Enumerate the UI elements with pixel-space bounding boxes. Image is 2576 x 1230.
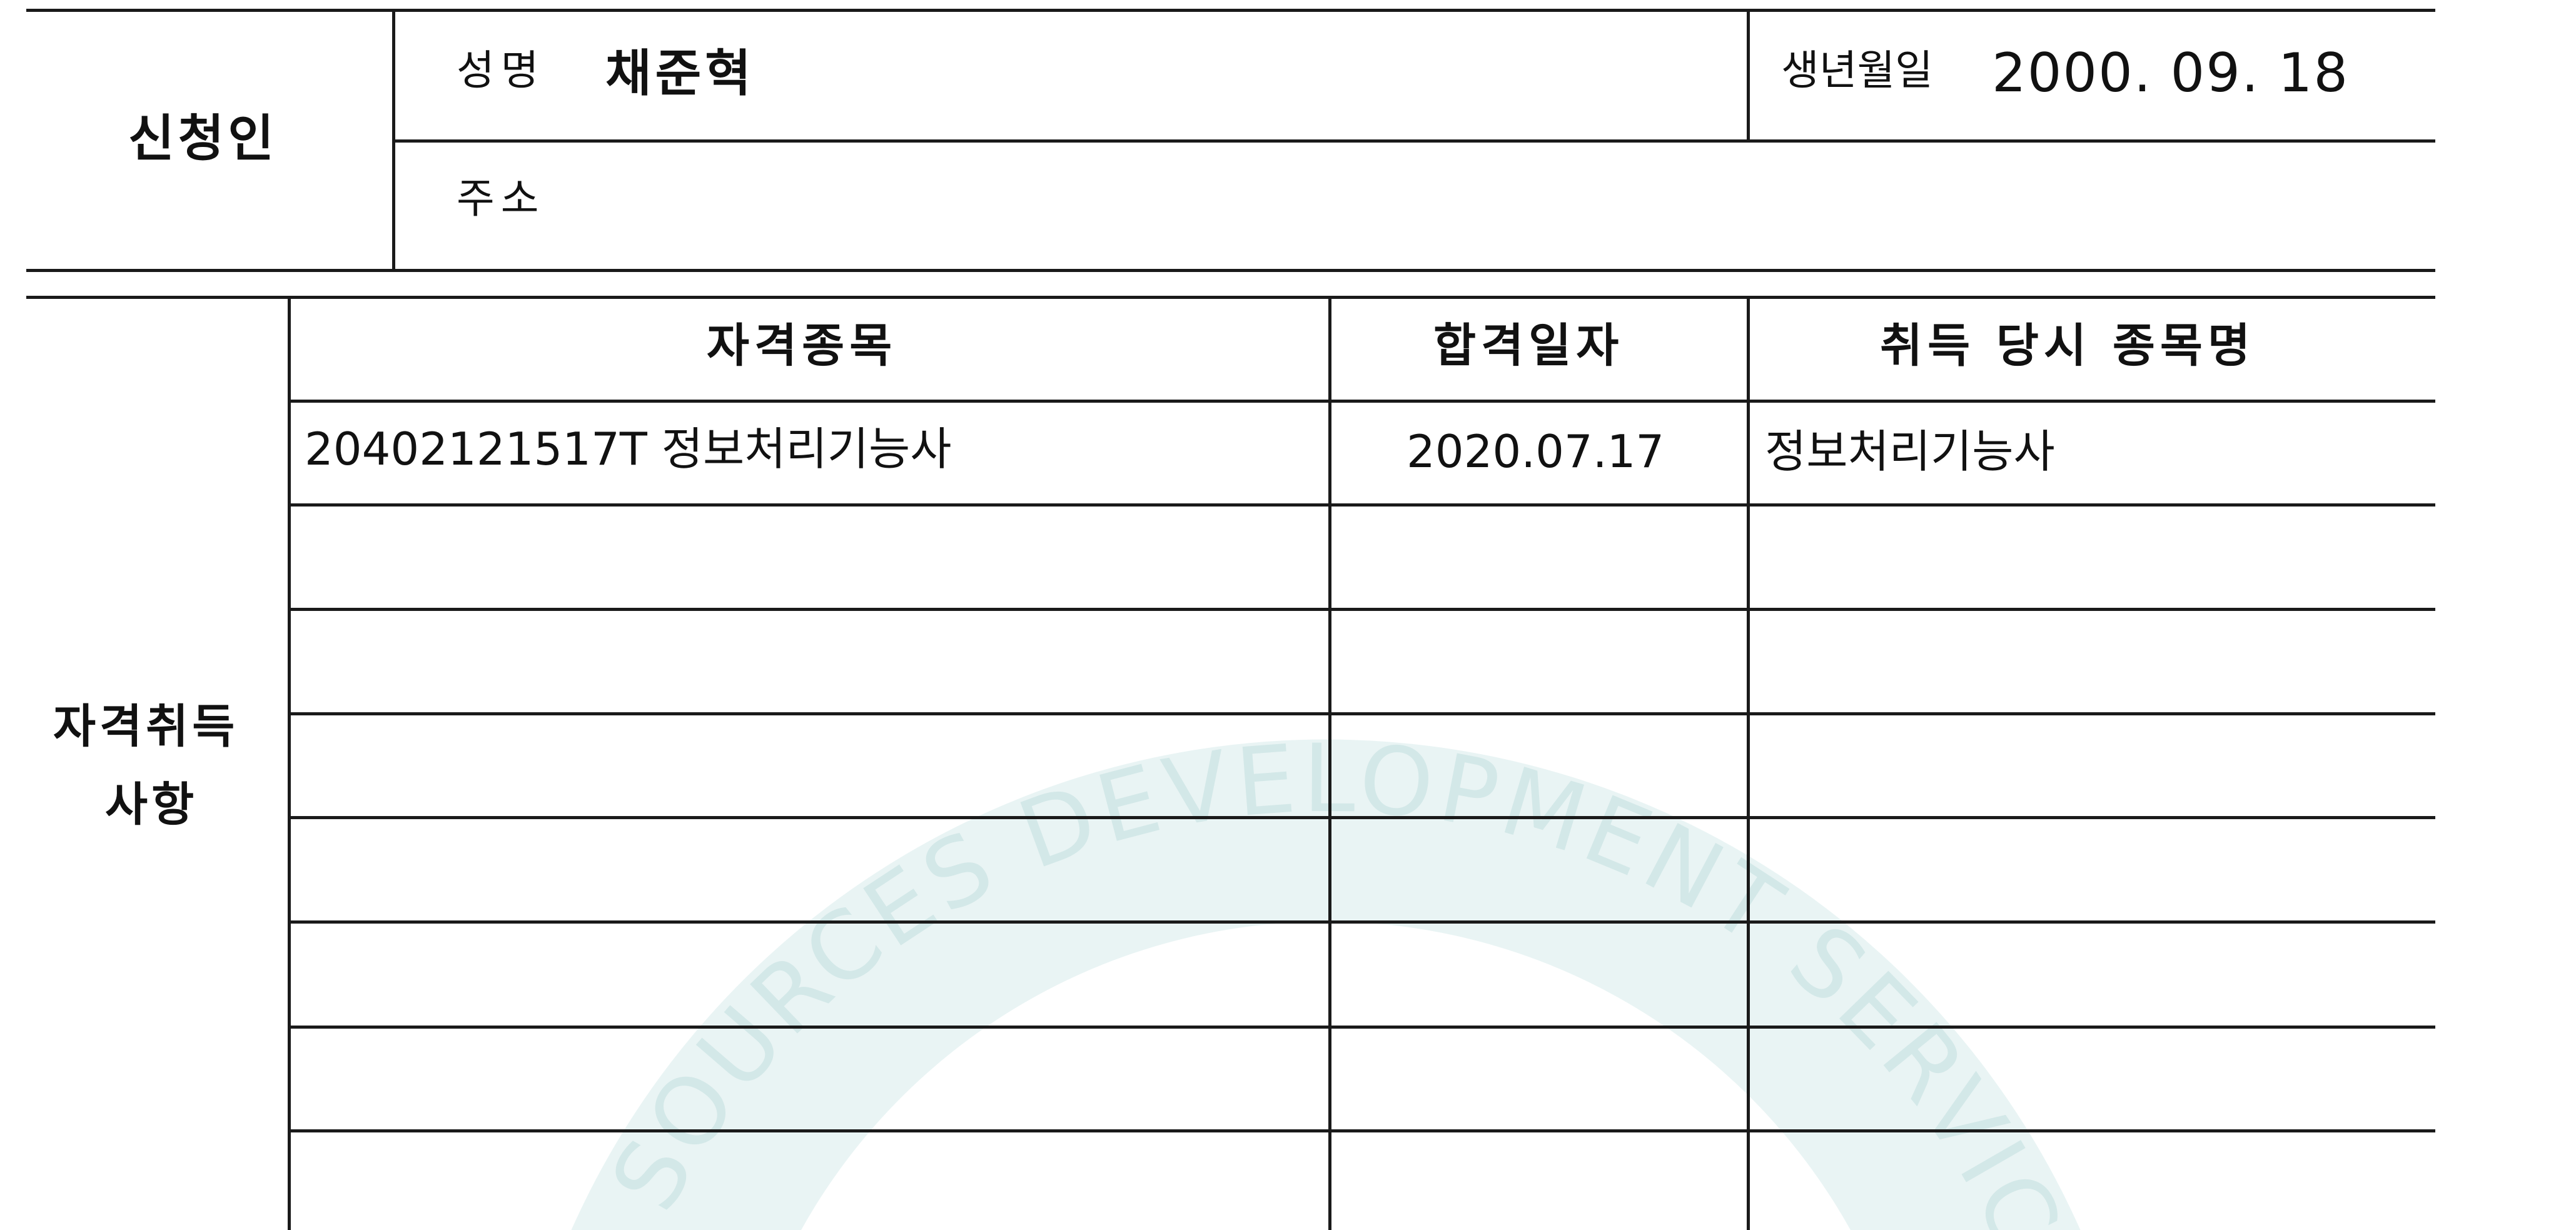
row-1-item: 20402121517T 정보처리기능사: [305, 423, 952, 475]
applicant-label-divider: [392, 9, 395, 272]
watermark-ring: [571, 739, 2081, 1230]
qual-row-border: [288, 608, 2435, 611]
qual-section-label: 사항: [105, 778, 198, 832]
birth-value: 2000. 09. 18: [1992, 42, 2350, 104]
qual-col-divider-2: [1747, 296, 1750, 1230]
qual-row-border: [288, 816, 2435, 819]
applicant-mid-border: [393, 139, 2435, 143]
row-1-pass-date: 2020.07.17: [1407, 425, 1665, 478]
header-pass-date: 합격일자: [1433, 319, 1624, 373]
birth-label: 생년월일: [1781, 46, 1933, 94]
name-label: 성명: [457, 46, 545, 94]
qual-label-divider: [288, 296, 291, 1230]
qual-row-border: [288, 400, 2435, 403]
qual-row-border: [288, 1026, 2435, 1029]
qual-col-divider-1: [1328, 296, 1331, 1230]
qual-section-label: 자격취득: [53, 700, 239, 754]
qual-row-border: [288, 712, 2435, 715]
qual-row-border: [288, 503, 2435, 507]
birth-divider: [1747, 9, 1750, 143]
row-1-name-at-acquisition: 정보처리기능사: [1765, 425, 2055, 478]
applicant-section-label: 신청인: [128, 109, 278, 168]
qual-top-border: [26, 296, 2435, 299]
header-name-at-acquisition: 취득 당시 종목명: [1880, 319, 2256, 373]
address-label: 주소: [457, 174, 545, 223]
header-item: 자격종목: [707, 319, 897, 373]
qual-row-border: [288, 1129, 2435, 1132]
top-border: [26, 9, 2435, 12]
applicant-bottom-border: [26, 269, 2435, 272]
name-value: 채준혁: [605, 44, 755, 103]
qual-row-border: [288, 920, 2435, 924]
